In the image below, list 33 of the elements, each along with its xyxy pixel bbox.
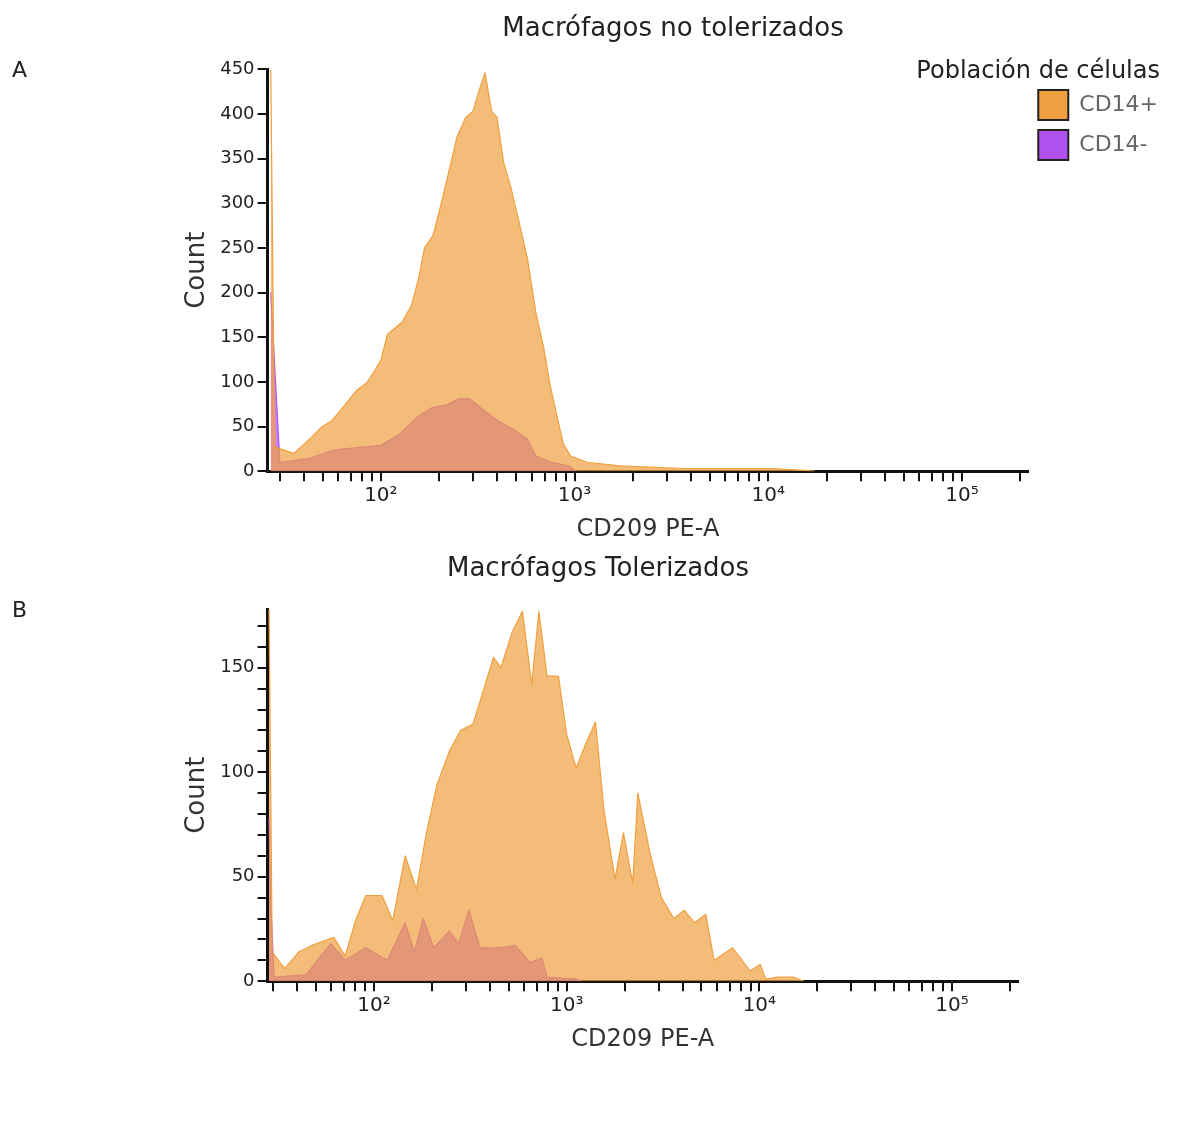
y-tick-label: 250 — [220, 235, 255, 257]
chart-title: Macrófagos Tolerizados — [446, 552, 750, 583]
legend-label: CD14+ — [1079, 90, 1158, 116]
text: A — [12, 56, 28, 82]
chart-title: Macrófagos no tolerizados — [502, 12, 844, 43]
y-tick-label: 300 — [220, 190, 255, 212]
x-tick-label: 10⁵ — [945, 482, 979, 507]
x-tick-label: 10³ — [549, 992, 584, 1017]
y-tick-label: 450 — [220, 56, 255, 78]
x-tick-label: 10⁴ — [742, 992, 777, 1017]
x-tick-label: 10⁴ — [751, 482, 785, 507]
y-tick-label: 350 — [220, 146, 255, 168]
y-tick-label: 100 — [220, 369, 255, 391]
y-tick-label: 400 — [220, 101, 255, 123]
x-tick-label: 10² — [364, 482, 398, 507]
x-tick-label: 10⁵ — [935, 992, 969, 1017]
x-tick-label: 10³ — [557, 482, 592, 507]
legend-label: CD14- — [1079, 130, 1148, 156]
x-tick-label: 10² — [357, 992, 391, 1017]
y-tick-label: 200 — [220, 280, 255, 302]
y-tick-label: 0 — [243, 458, 255, 480]
y-tick-label: 150 — [220, 324, 255, 346]
y-tick-label: 0 — [243, 968, 255, 990]
y-tick-label: 50 — [231, 414, 255, 436]
y-tick-label: 100 — [220, 759, 255, 781]
y-axis-title: Count — [180, 231, 211, 309]
legend-title: Población de células — [916, 56, 1160, 85]
y-tick-label: 150 — [220, 655, 255, 677]
text: B — [12, 596, 28, 622]
x-axis-title: CD209 PE-A — [571, 1023, 715, 1052]
x-axis-title: CD209 PE-A — [576, 513, 720, 542]
y-tick-label: 50 — [231, 864, 255, 886]
y-axis-title: Count — [180, 756, 211, 834]
